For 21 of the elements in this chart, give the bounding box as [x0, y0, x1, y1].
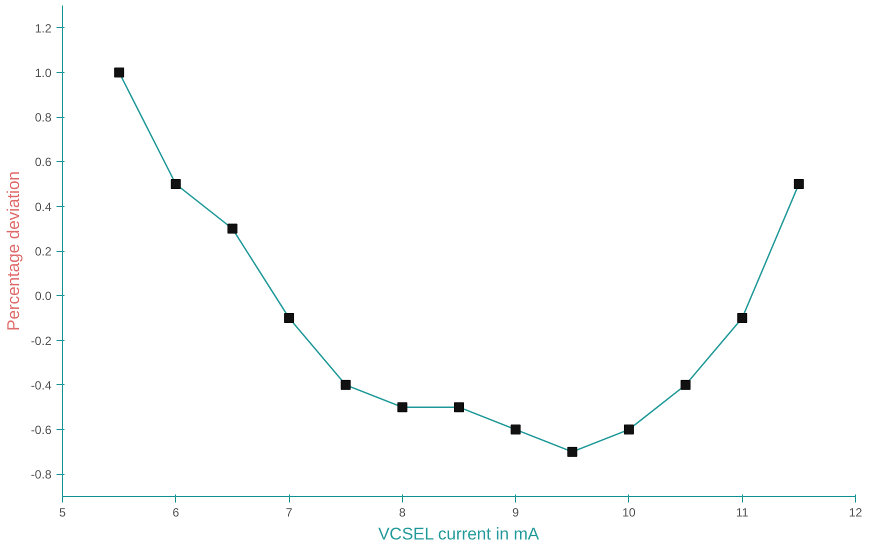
x-tick-label: 10 [622, 506, 636, 520]
y-axis-title: Percentage deviation [4, 171, 23, 331]
y-tick-label: 0.4 [34, 200, 52, 214]
x-tick-label: 6 [172, 506, 180, 520]
x-axis-title: VCSEL current in mA [378, 524, 540, 544]
x-tick-label: 12 [848, 506, 862, 520]
x-tick-label: 7 [286, 506, 293, 520]
y-tick-label: -0.6 [30, 423, 52, 438]
x-tick-label: 5 [59, 506, 66, 520]
y-tick-label: -0.8 [30, 468, 52, 482]
y-tick-label: 1.0 [34, 66, 52, 80]
y-tick-label: -0.4 [30, 378, 52, 392]
y-tick-label: 1.2 [34, 21, 52, 36]
y-tick-label: -0.2 [30, 334, 52, 348]
x-tick-label: 11 [736, 506, 749, 520]
y-tick-label: 0.8 [34, 110, 52, 125]
y-tick-label: 0.2 [34, 244, 52, 258]
x-tick-label: 8 [399, 506, 406, 520]
x-tick-label: 9 [512, 506, 520, 520]
y-tick-label: 0.6 [34, 155, 52, 170]
y-tick-label: 0.0 [34, 289, 52, 304]
